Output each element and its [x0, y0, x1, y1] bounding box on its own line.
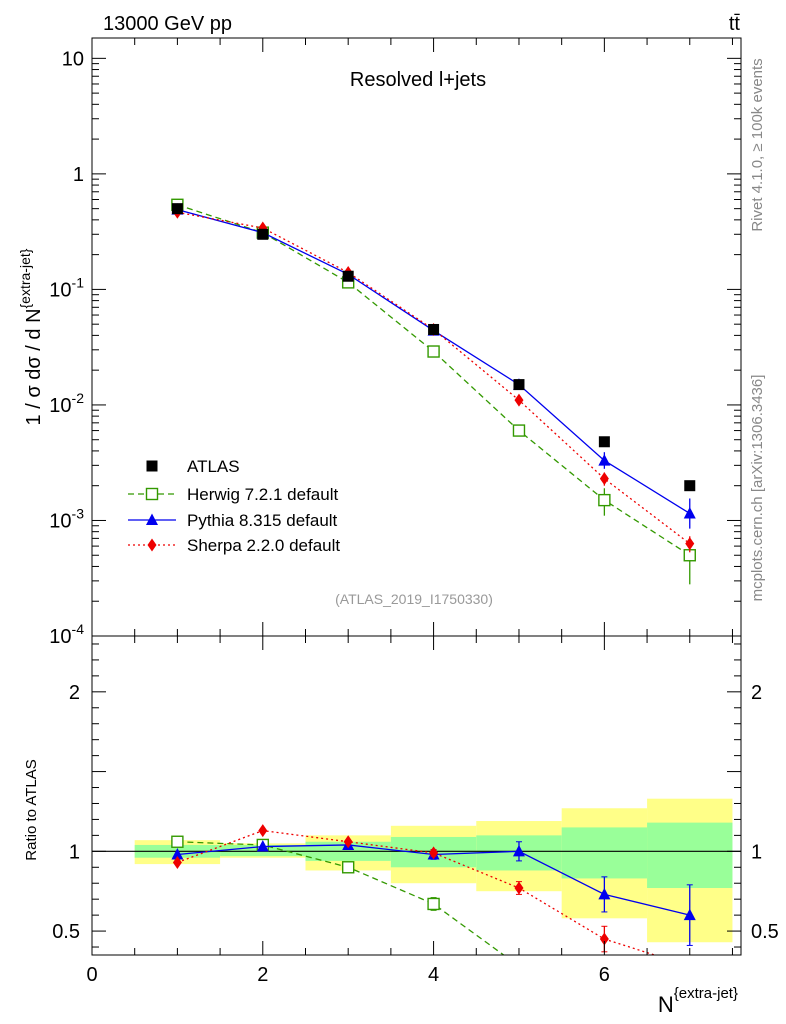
herwig-point [427, 345, 440, 358]
x-tick-label: 6 [599, 964, 610, 986]
pythia-line [177, 209, 691, 515]
process-label: tt̄ [729, 13, 741, 35]
legend-herwig-marker [145, 487, 159, 501]
ratio-y-tick-label: 0.5 [52, 921, 80, 943]
sherpa-ratio-point [258, 824, 268, 838]
y-tick-label: 10 [62, 48, 84, 70]
uncertainty-band-inner [647, 822, 733, 889]
sherpa-point [685, 537, 695, 551]
pythia-ratio-point [512, 844, 525, 857]
ratio-y-tick-label: 2 [69, 682, 80, 704]
legend-atlas-marker [146, 460, 158, 472]
atlas-data-point [513, 379, 525, 391]
atlas-data-point [428, 323, 440, 335]
atlas-data-point [171, 203, 183, 215]
y-tick-label: 10-1 [49, 274, 84, 301]
ratio-frame [91, 635, 742, 956]
legend-label: Herwig 7.2.1 default [187, 485, 338, 504]
energy-label: 13000 GeV pp [103, 13, 232, 35]
herwig-ratio-point [341, 861, 355, 874]
pythia-ratio-point [171, 848, 184, 860]
herwig-point [598, 493, 611, 507]
pythia-ratio-point [683, 908, 696, 921]
main-y-axis-label: 1 / σ dσ / d N{extra-jet} [17, 248, 45, 425]
herwig-ratio-point [427, 897, 440, 911]
pythia-point [683, 506, 696, 519]
legend-sherpa-marker [147, 538, 157, 552]
ratio-panel: 0.5 0.5 1 1 2 2 0 2 4 6 N{extra-jet} [52, 635, 779, 1017]
ratio-y-axis-label: Ratio to ATLAS [23, 759, 40, 860]
x-tick-label: 0 [86, 964, 97, 986]
panel-title: Resolved l+jets [350, 69, 486, 91]
y-tick-label: 1 [73, 164, 84, 186]
legend-label: Pythia 8.315 default [187, 511, 338, 530]
ratio-y-tick-label-right: 1 [751, 841, 762, 863]
sherpa-ratio-point [429, 846, 439, 860]
atlas-data-point [342, 270, 354, 282]
y-tick-label: 10-2 [49, 390, 84, 417]
main-panel: 10 1 10-1 10-2 10-3 10-4 1 / σ dσ / d N{extra-… [17, 37, 742, 648]
atlas-data-point [684, 480, 696, 492]
x-tick-label: 4 [428, 964, 439, 986]
legend-label: Sherpa 2.2.0 default [187, 536, 340, 555]
herwig-ratio-point [171, 835, 184, 848]
sherpa-ratio-point [172, 855, 182, 869]
x-axis-label: N{extra-jet} [658, 985, 738, 1017]
pythia-ratio-point [256, 840, 269, 852]
sherpa-ratio-point [514, 881, 524, 895]
ratio-series-group [171, 824, 696, 955]
y-tick-label: 10-4 [49, 621, 84, 648]
y-tick-label: 10-3 [49, 505, 84, 532]
rivet-label: Rivet 4.1.0, ≥ 100k events [749, 58, 766, 231]
ratio-y-tick-label-right: 2 [751, 682, 762, 704]
sherpa-ratio-point [343, 835, 353, 849]
sherpa-ratio-point [599, 932, 609, 946]
x-tick-label: 2 [257, 964, 268, 986]
pythia-point [598, 454, 611, 466]
sherpa-point [514, 393, 524, 407]
ratio-y-tick-label: 1 [69, 841, 80, 863]
uncertainty-band-inner [561, 827, 648, 879]
sherpa-point [599, 472, 609, 486]
labels: 13000 GeV pp tt̄ Resolved l+jets (ATLAS_… [23, 13, 766, 861]
legend-pythia-marker [146, 513, 158, 525]
analysis-label: (ATLAS_2019_I1750330) [335, 591, 493, 607]
atlas-data-point [598, 436, 610, 448]
mcplots-label: mcplots.cern.ch [arXiv:1306.3436] [749, 375, 766, 602]
atlas-data-point [257, 228, 269, 240]
pythia-ratio-point [598, 887, 611, 900]
legend-label: ATLAS [187, 457, 240, 476]
ratio-y-tick-label-right: 0.5 [751, 921, 779, 943]
herwig-point [512, 424, 526, 437]
